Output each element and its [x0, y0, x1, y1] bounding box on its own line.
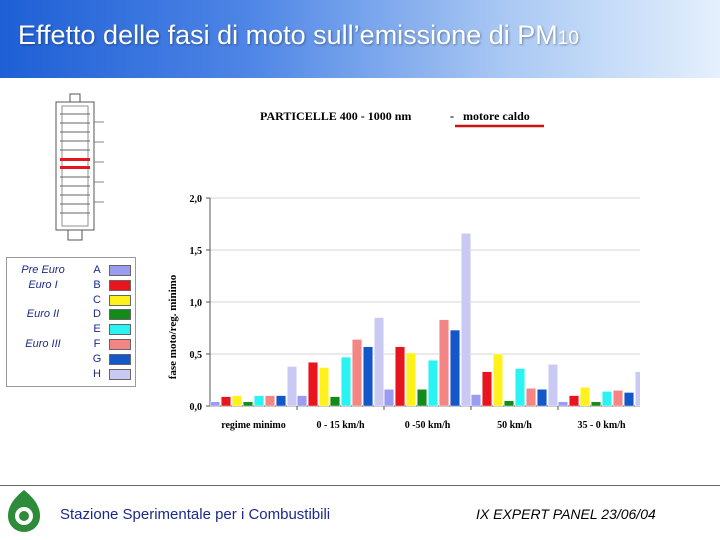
bar-h: [635, 371, 640, 407]
legend-swatch: [109, 339, 131, 350]
chart-title-condition: motore caldo: [463, 109, 530, 123]
legend-group-label: Euro II: [26, 308, 60, 321]
bar-c: [319, 367, 329, 407]
bar-g: [537, 389, 547, 407]
title-bar: Effetto delle fasi di moto sull’emission…: [0, 0, 720, 78]
bar-c: [493, 353, 503, 407]
bar-a: [384, 389, 394, 407]
legend-letter: A: [93, 264, 101, 276]
bar-h: [548, 364, 558, 407]
x-tick-label: 50 km/h: [497, 420, 532, 431]
bar-a: [297, 395, 307, 407]
footer-event: IX EXPERT PANEL 23/06/04: [476, 506, 656, 522]
footer-organization: Stazione Sperimentale per i Combustibili: [60, 506, 331, 523]
bar-b: [395, 346, 405, 407]
bar-h: [374, 317, 384, 407]
slide-title-text: Effetto delle fasi di moto sull’emission…: [18, 20, 558, 50]
bar-d: [591, 401, 601, 407]
legend-item-e: E: [91, 323, 133, 336]
legend-group-label: Euro I: [28, 278, 58, 291]
bar-f: [352, 339, 362, 407]
legend-group-label: Pre Euro: [21, 264, 65, 276]
y-tick-label: 1,0: [190, 298, 203, 309]
x-tick-label: 0 -50 km/h: [405, 420, 451, 431]
bar-c: [406, 352, 416, 407]
legend-item-b: B: [91, 279, 133, 292]
legend-letter: B: [93, 278, 101, 291]
bar-f: [265, 395, 275, 407]
bar-b: [569, 395, 579, 407]
slide-title: Effetto delle fasi di moto sull’emission…: [18, 20, 579, 51]
legend-item-c: C: [91, 294, 133, 307]
organization-logo: [8, 490, 40, 532]
legend-letter: G: [92, 352, 102, 365]
bar-chart: PARTICELLE 400 - 1000 nm - motore caldo 0,0…: [167, 109, 640, 431]
footer-divider: [0, 485, 720, 486]
bar-e: [428, 360, 438, 407]
bar-a: [210, 401, 220, 407]
legend: A B C D E F G H Pre Euro Euro I Euro II Euro III: [6, 257, 136, 387]
legend-group-label: Euro III: [25, 338, 61, 350]
x-tick-label: 35 - 0 km/h: [577, 420, 626, 431]
x-tick-label: 0 - 15 km/h: [316, 420, 365, 431]
chart-title-separator: -: [450, 109, 454, 123]
bar-b: [308, 362, 318, 407]
y-tick-label: 1,5: [190, 246, 203, 257]
bar-g: [363, 346, 373, 407]
bar-g: [624, 392, 634, 407]
bar-a: [471, 394, 481, 407]
bar-f: [526, 388, 536, 407]
y-tick-label: 0,0: [190, 402, 203, 413]
legend-item-h: H: [91, 368, 133, 381]
bar-e: [254, 395, 264, 407]
legend-swatch: [109, 279, 131, 291]
bar-e: [602, 391, 612, 407]
legend-letter: C: [93, 293, 101, 306]
bar-f: [439, 319, 449, 407]
legend-letter: H: [93, 367, 101, 380]
legend-item-f: F: [91, 338, 133, 351]
legend-item-a: A: [91, 264, 133, 277]
legend-swatch: [109, 265, 131, 276]
legend-swatch: [109, 368, 131, 380]
bar-a: [558, 401, 568, 407]
y-axis-label: fase moto/reg. minimo: [167, 274, 179, 379]
bar-e: [515, 368, 525, 407]
y-tick-label: 2,0: [190, 194, 203, 205]
bar-d: [417, 389, 427, 407]
sampler-apparatus-diagram: [55, 93, 104, 241]
slide-title-subscript: 10: [557, 28, 579, 49]
bar-c: [232, 395, 242, 407]
x-tick-label: regime minimo: [221, 420, 286, 431]
legend-item-g: G: [91, 353, 133, 366]
legend-swatch: [109, 294, 131, 306]
bar-e: [341, 356, 351, 407]
bar-g: [276, 395, 286, 407]
bar-d: [330, 396, 340, 407]
bar-f: [613, 390, 623, 407]
legend-letter: F: [93, 338, 101, 350]
bar-c: [580, 387, 590, 407]
bar-h: [287, 366, 297, 407]
bar-b: [221, 396, 231, 407]
bar-h: [461, 233, 471, 407]
bar-d: [504, 400, 514, 407]
y-tick-label: 0,5: [190, 350, 203, 361]
chart-title: PARTICELLE 400 - 1000 nm: [260, 109, 411, 123]
legend-swatch: [109, 353, 131, 365]
bar-b: [482, 371, 492, 407]
bar-d: [243, 401, 253, 407]
legend-item-d: D: [91, 308, 133, 321]
bar-g: [450, 329, 460, 407]
legend-swatch: [109, 324, 131, 336]
legend-letter: D: [93, 308, 101, 321]
legend-swatch: [109, 309, 131, 321]
legend-letter: E: [93, 323, 101, 336]
